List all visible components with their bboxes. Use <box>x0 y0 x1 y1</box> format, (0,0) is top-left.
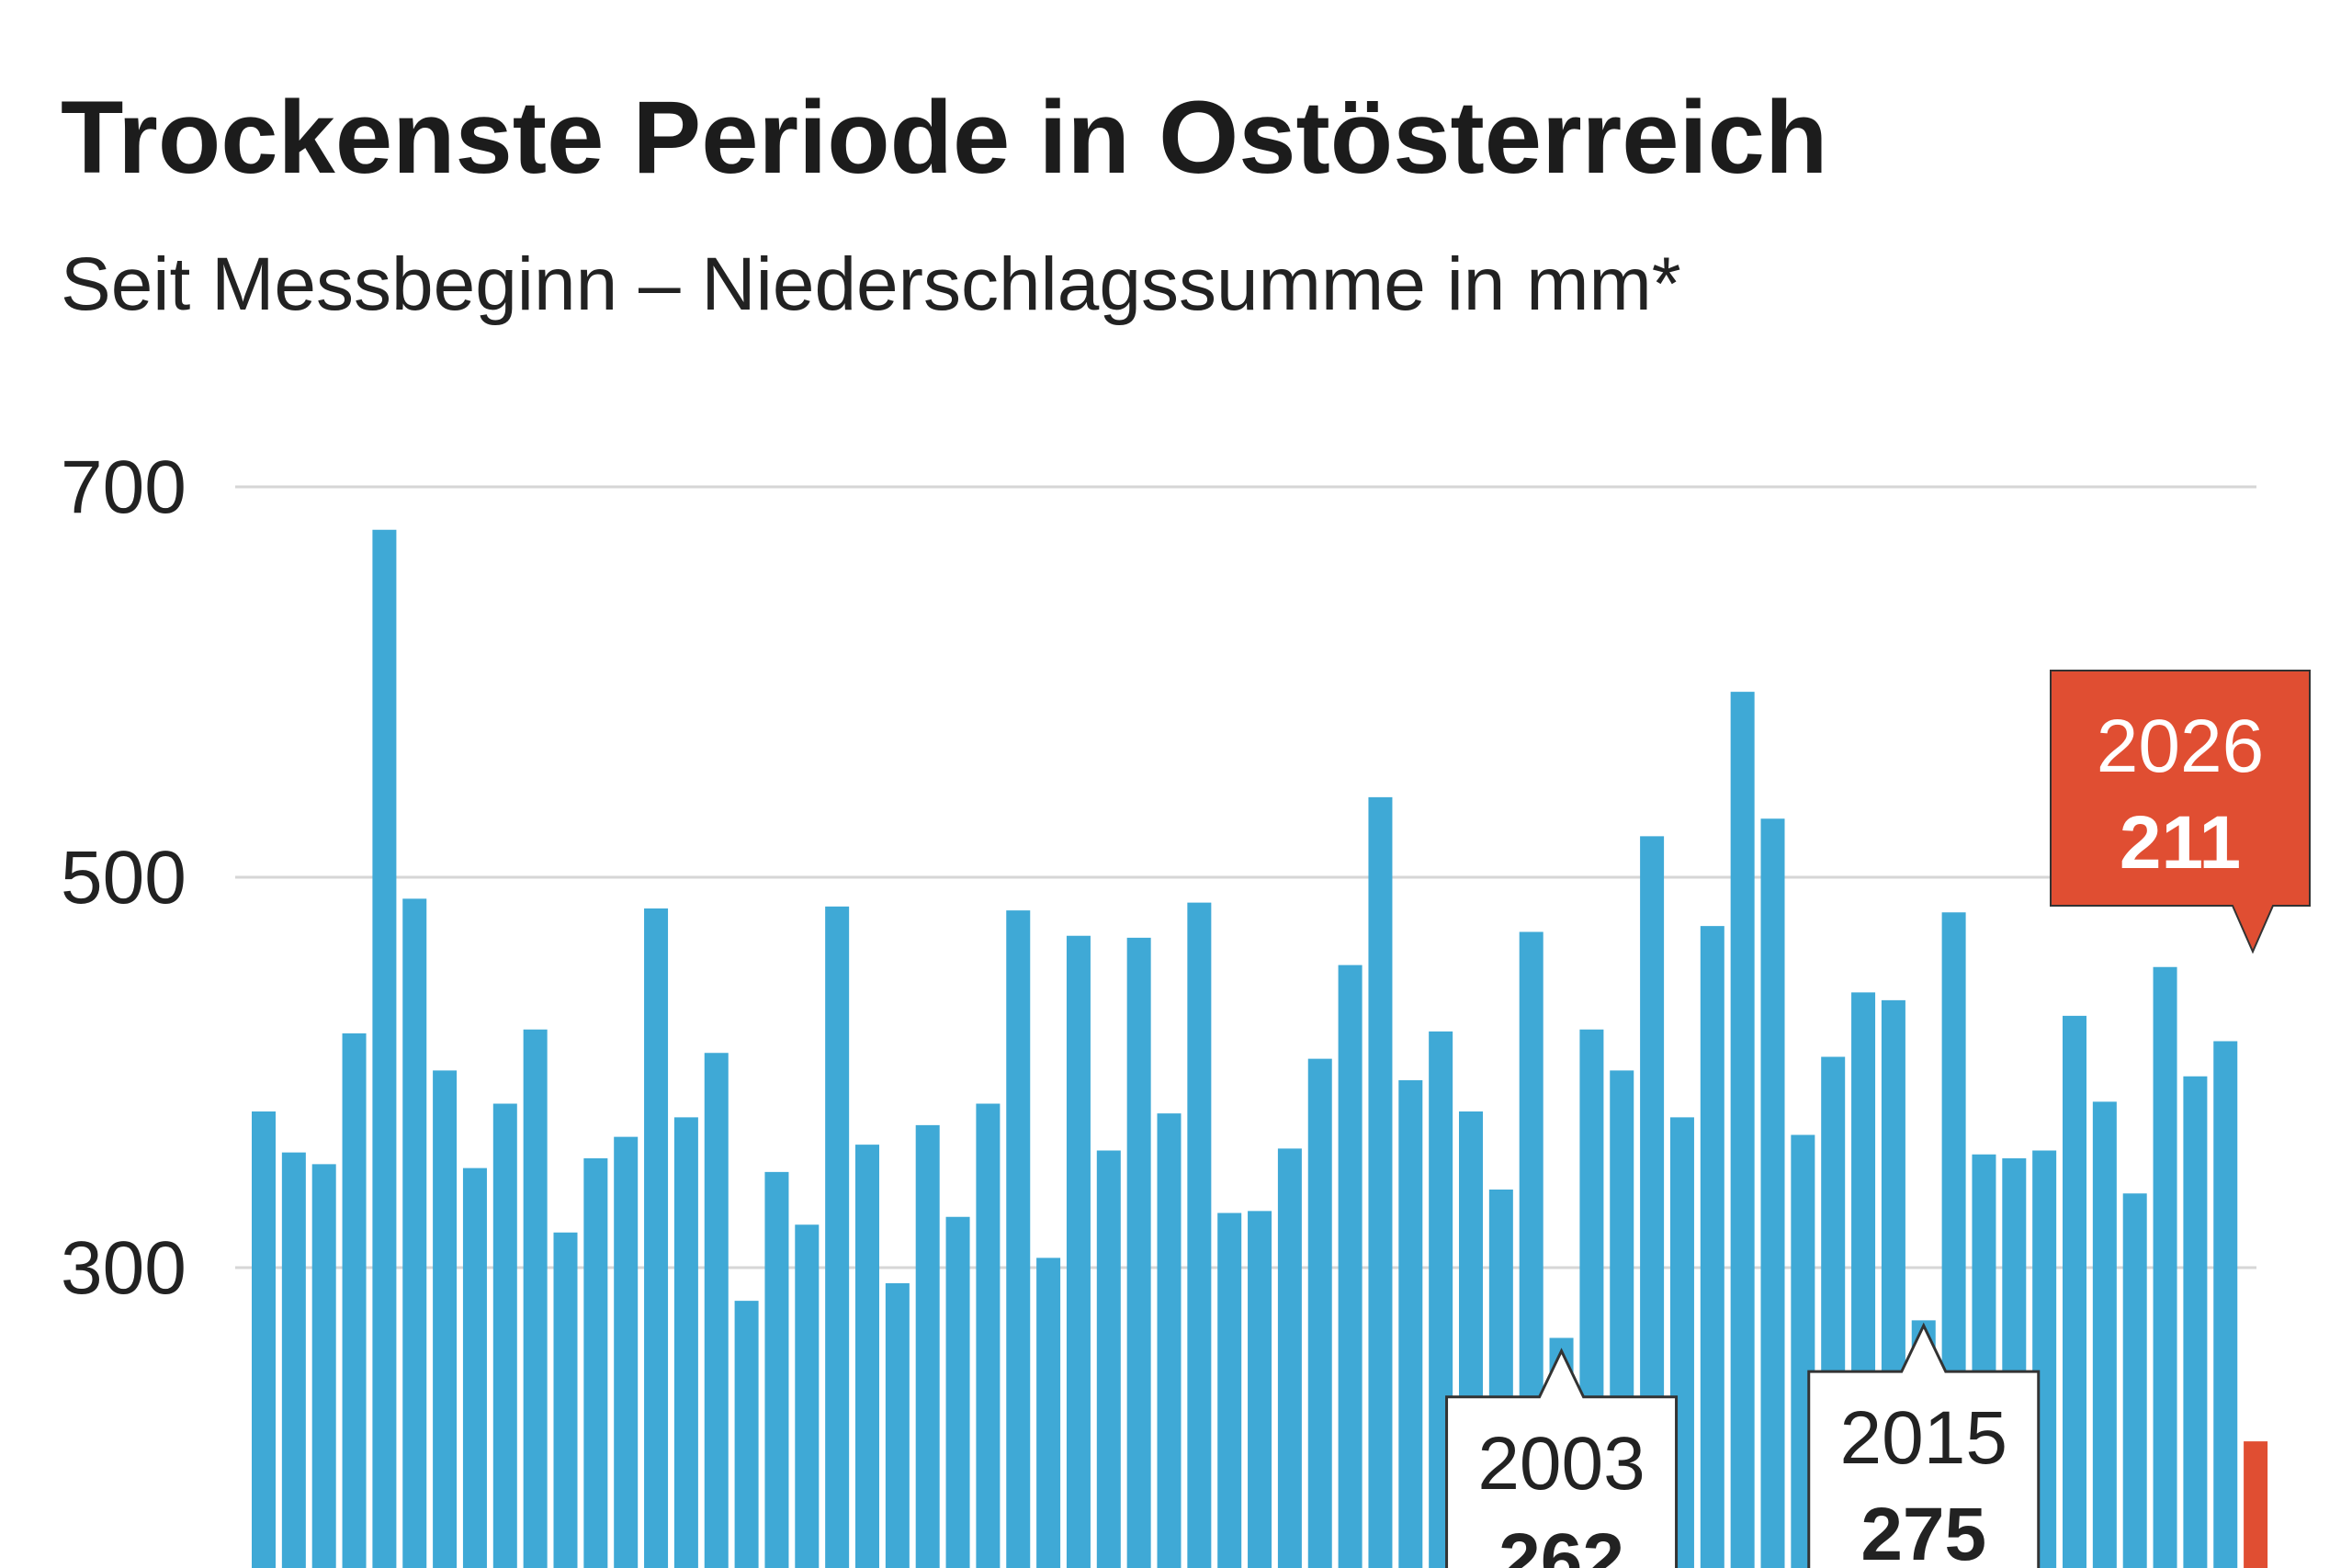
callout-2015 <box>1807 1322 2041 1568</box>
callout-value: 262 <box>1498 1518 1624 1568</box>
callout-year: 2026 <box>2097 705 2264 788</box>
bar <box>1760 818 1785 1568</box>
bar <box>1066 935 1091 1568</box>
bar <box>1248 1211 1272 1568</box>
bar <box>492 1103 517 1568</box>
callout-value: 211 <box>2120 801 2241 885</box>
bar <box>2183 1076 2208 1568</box>
bar <box>2213 1041 2238 1568</box>
bar <box>1036 1258 1061 1568</box>
bar <box>1368 796 1393 1568</box>
bar <box>372 529 397 1568</box>
chart-title: Trockenste Periode in Ostösterreich <box>61 80 1828 195</box>
callout-value: 275 <box>1860 1493 1986 1568</box>
bar <box>855 1145 879 1568</box>
bar <box>2092 1101 2117 1568</box>
bar <box>1187 902 1212 1568</box>
bar <box>2063 1015 2086 1568</box>
callout-year: 2015 <box>1840 1396 2007 1480</box>
y-tick-label: 700 <box>61 446 187 529</box>
bar <box>1006 910 1031 1568</box>
bar <box>976 1103 1001 1568</box>
callout-2003 <box>1445 1348 1679 1568</box>
bar <box>1096 1150 1121 1568</box>
callout-2026 <box>2050 670 2311 954</box>
bar <box>704 1053 729 1568</box>
bar <box>825 906 850 1568</box>
bar <box>311 1164 336 1568</box>
bar <box>1277 1148 1302 1568</box>
bar <box>764 1171 789 1568</box>
bar <box>915 1124 940 1568</box>
bar <box>342 1033 367 1568</box>
bar <box>252 1111 276 1568</box>
bar <box>2153 966 2177 1568</box>
bar <box>1126 937 1151 1568</box>
bar <box>553 1232 578 1568</box>
bar <box>1217 1213 1242 1568</box>
bar <box>1157 1113 1182 1568</box>
y-tick-label: 300 <box>61 1226 187 1310</box>
bar <box>795 1224 820 1568</box>
bar <box>281 1152 306 1568</box>
callout-year: 2003 <box>1477 1422 1645 1506</box>
bar <box>673 1117 698 1568</box>
bar <box>523 1029 548 1568</box>
bar <box>583 1158 608 1568</box>
bar <box>1398 1080 1423 1568</box>
bar <box>1338 964 1363 1568</box>
y-tick-label: 500 <box>61 836 187 919</box>
bar <box>945 1216 970 1568</box>
bar <box>885 1283 910 1568</box>
bar <box>433 1070 458 1568</box>
bar <box>734 1301 759 1568</box>
bar <box>1700 926 1724 1568</box>
bar <box>402 898 427 1568</box>
bar <box>1730 692 1755 1568</box>
bar <box>644 908 669 1568</box>
bar <box>1307 1058 1332 1568</box>
bar-highlight <box>2244 1441 2268 1568</box>
bar <box>462 1168 487 1568</box>
chart-subtitle: Seit Messbeginn – Niederschlagssumme in … <box>61 243 1681 326</box>
bar <box>2122 1193 2147 1568</box>
bar <box>614 1136 639 1568</box>
